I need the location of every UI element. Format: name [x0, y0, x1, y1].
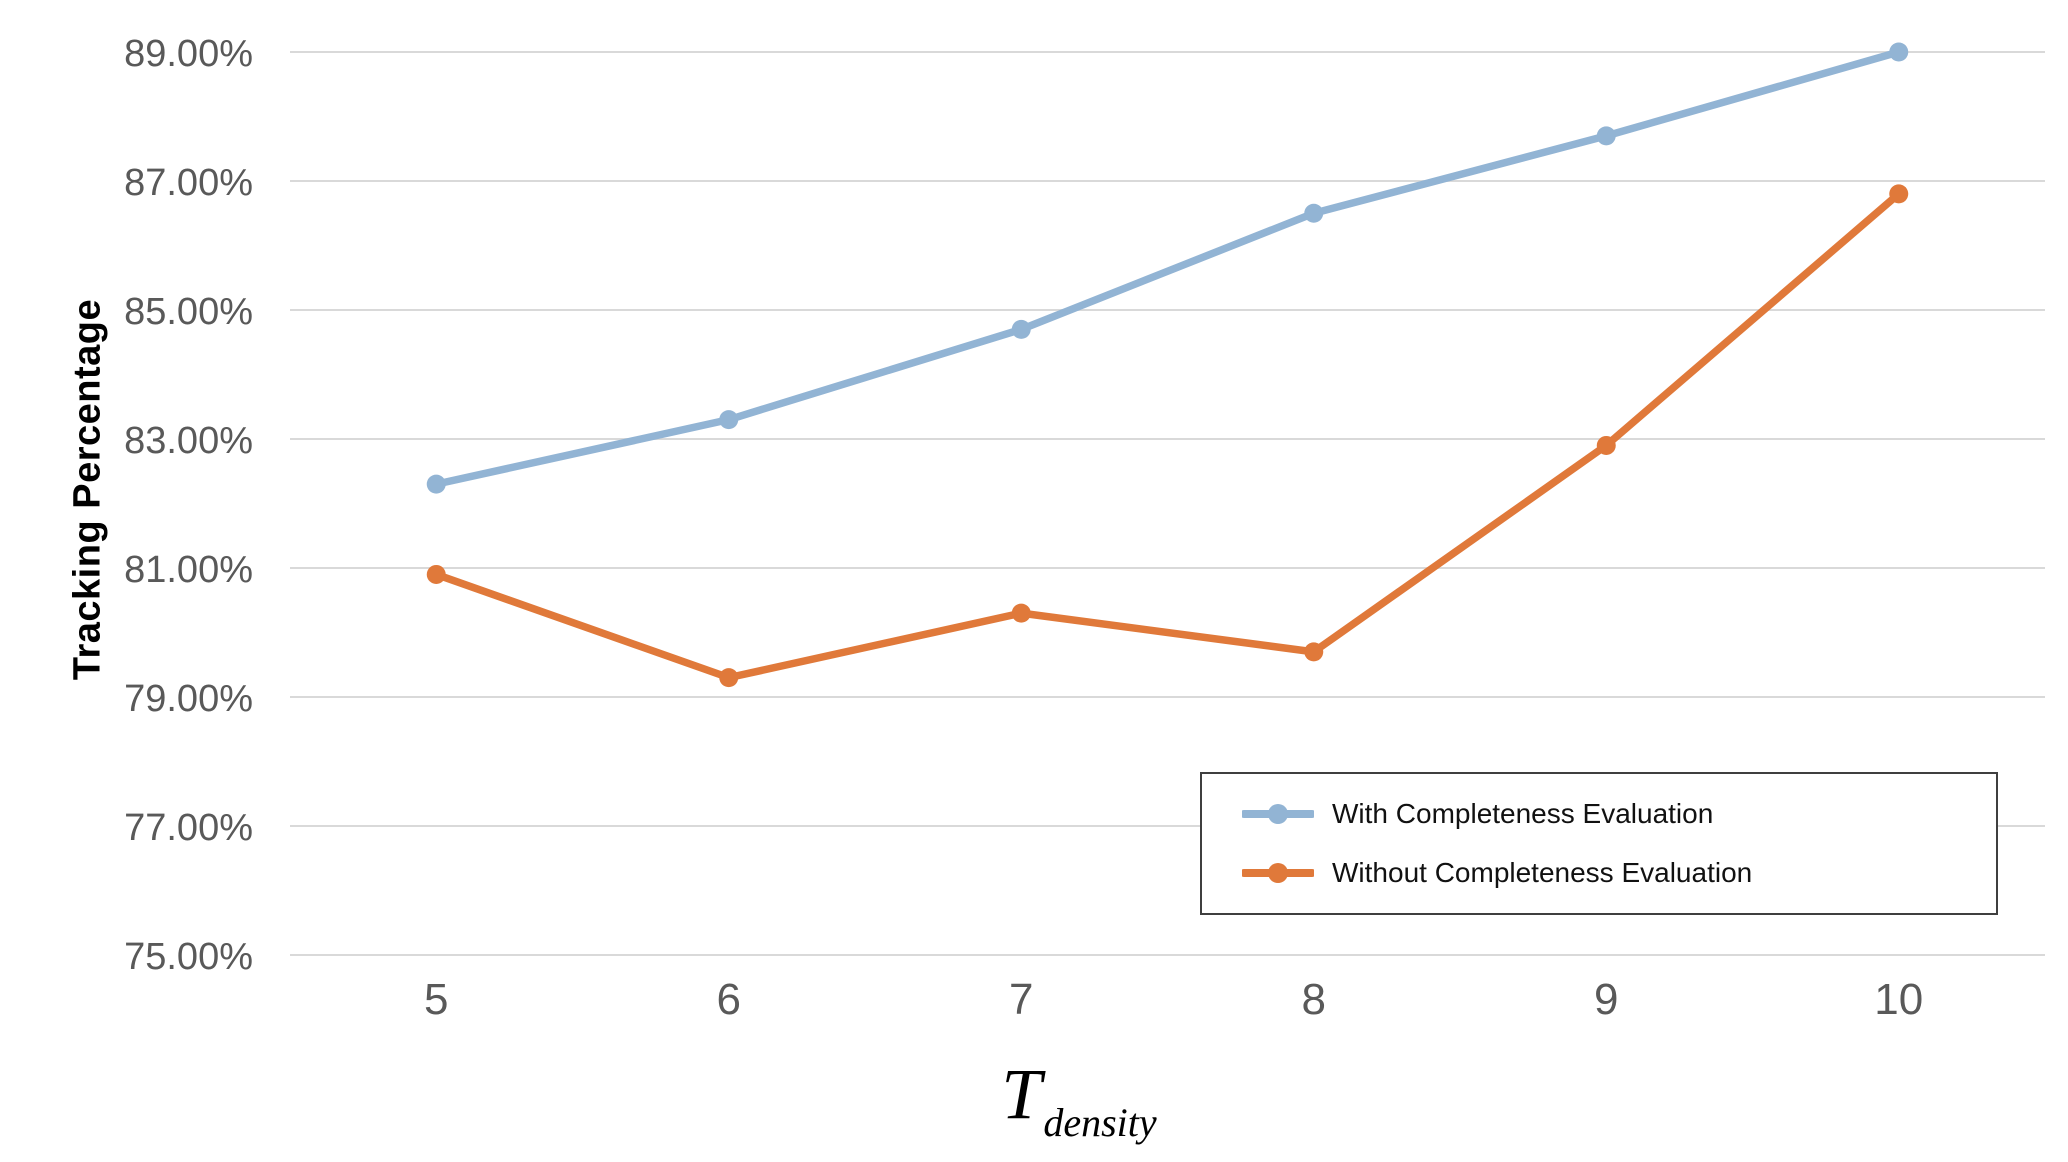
data-point-marker	[719, 410, 739, 430]
x-tick-label: 8	[1302, 975, 1326, 1024]
x-axis-title: Tdensity	[948, 1058, 1208, 1145]
y-tick-label: 89.00%	[124, 33, 253, 75]
y-tick-label: 87.00%	[124, 162, 253, 204]
data-point-marker	[1304, 203, 1324, 223]
x-tick-label: 10	[1874, 975, 1923, 1024]
y-axis-title: Tracking Percentage	[66, 298, 109, 681]
data-point-marker	[1011, 603, 1031, 623]
data-point-marker	[1011, 319, 1031, 339]
x-axis-title-base: T	[1001, 1054, 1042, 1134]
data-point-marker	[426, 474, 446, 494]
legend-label: Without Completeness Evaluation	[1332, 857, 1753, 889]
y-tick-label: 83.00%	[124, 420, 253, 462]
legend-marker-orange-line-icon	[1242, 863, 1314, 884]
data-point-marker	[1889, 184, 1909, 204]
legend-item-with-completeness: With Completeness Evaluation	[1242, 798, 1996, 830]
y-tick-label: 75.00%	[124, 936, 253, 978]
data-point-marker	[1596, 435, 1616, 455]
x-tick-label: 9	[1594, 975, 1618, 1024]
data-point-marker	[719, 668, 739, 688]
x-axis-title-subscript: density	[1043, 1100, 1157, 1145]
series-line	[432, 190, 1903, 682]
y-tick-label: 81.00%	[124, 549, 253, 591]
y-tick-label: 85.00%	[124, 291, 253, 333]
series-line	[432, 48, 1903, 488]
x-tick-label: 5	[424, 975, 448, 1024]
y-tick-label: 79.00%	[124, 678, 253, 720]
legend-marker-blue-line-icon	[1242, 803, 1314, 824]
data-point-marker	[1596, 126, 1616, 146]
legend: With Completeness Evaluation Without Com…	[1200, 772, 1998, 915]
y-tick-label: 77.00%	[124, 807, 253, 849]
data-point-marker	[426, 564, 446, 584]
x-tick-label: 7	[1009, 975, 1033, 1024]
data-point-marker	[1304, 642, 1324, 662]
x-tick-label: 6	[717, 975, 741, 1024]
legend-item-without-completeness: Without Completeness Evaluation	[1242, 857, 1996, 889]
data-point-marker	[1889, 42, 1909, 62]
legend-label: With Completeness Evaluation	[1332, 797, 1714, 829]
